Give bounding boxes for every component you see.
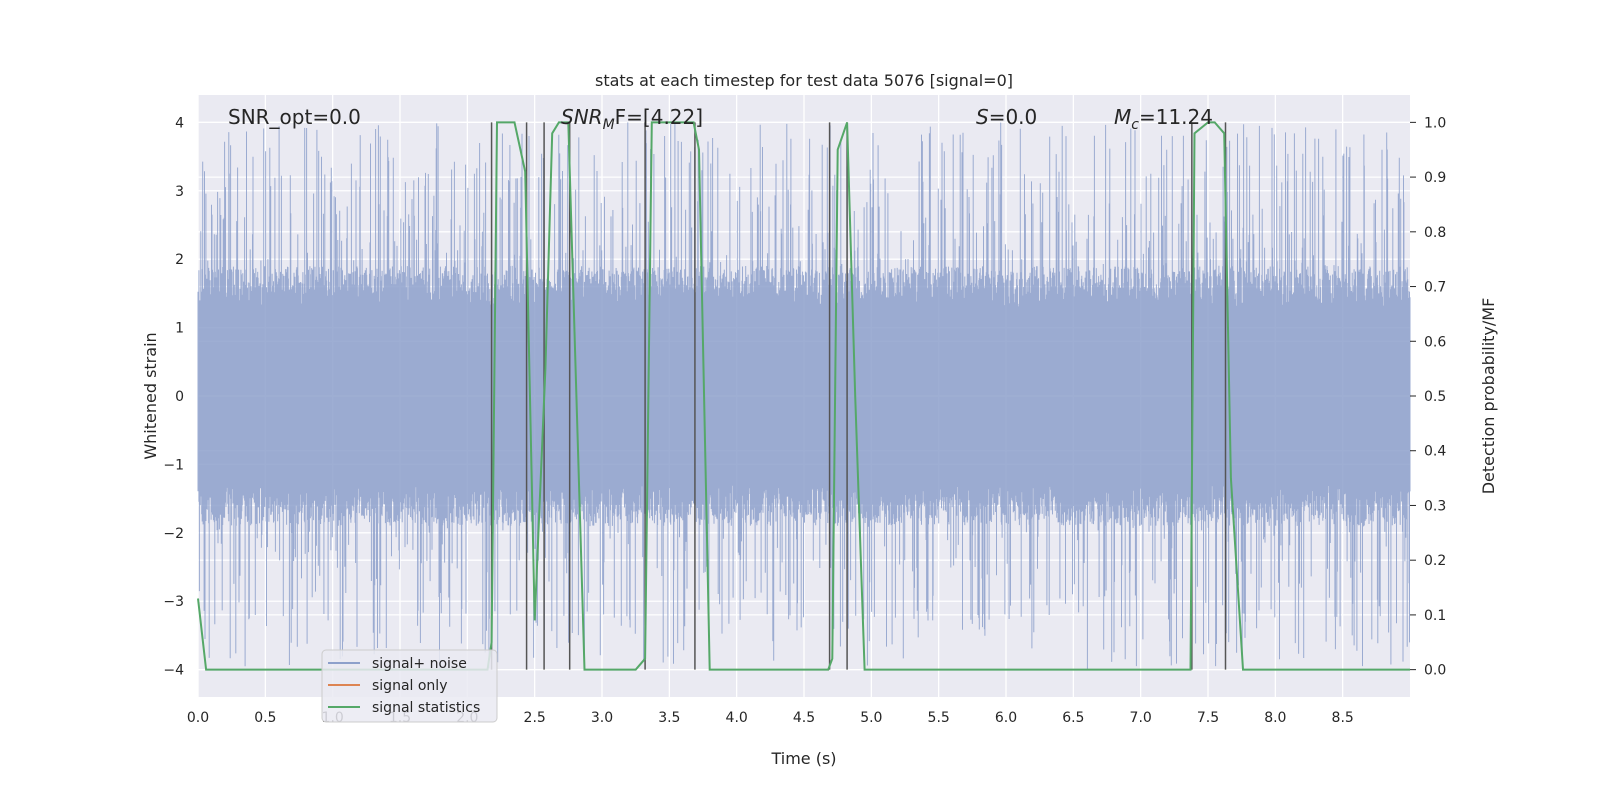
y-tick-label-1: 3 bbox=[175, 184, 184, 200]
annotation-snr-mf-rest: F=[4.22] bbox=[615, 105, 703, 129]
annotation-snr-opt: SNR_opt=0.0 bbox=[228, 105, 361, 129]
x-tick-label-16: 8.0 bbox=[1264, 710, 1286, 726]
legend-box bbox=[321, 649, 498, 723]
x-tick-label-1: 0.5 bbox=[254, 710, 276, 726]
x-axis-label: Time (s) bbox=[770, 749, 836, 768]
y-tick-label-2: 2 bbox=[175, 252, 184, 268]
legend-label-signal-only: signal only bbox=[372, 678, 447, 694]
x-tick-label-9: 4.5 bbox=[793, 710, 815, 726]
y2-tick-label-7: 0.3 bbox=[1424, 498, 1446, 514]
y2-tick-label-2: 0.8 bbox=[1424, 225, 1446, 241]
y2-tick-label-5: 0.5 bbox=[1424, 389, 1446, 405]
x-tick-label-7: 3.5 bbox=[658, 710, 680, 726]
y2-tick-labels: 1.0 0.9 0.8 0.7 0.6 0.5 0.4 0.3 0.2 0.1 0.0 bbox=[1410, 115, 1446, 679]
y2-tick-label-10: 0.0 bbox=[1424, 663, 1446, 679]
y-tick-label-4: 0 bbox=[175, 389, 184, 405]
legend-label-signal-noise: signal+ noise bbox=[372, 656, 467, 672]
signal-noise-trace bbox=[197, 122, 1411, 670]
legend: signal+ noise signal only signal statist… bbox=[321, 649, 498, 723]
annotation-mc-main: M bbox=[1114, 105, 1131, 129]
signal-statistics-line bbox=[197, 121, 1410, 671]
y2-tick-label-3: 0.7 bbox=[1424, 280, 1446, 296]
x-tick-label-12: 6.0 bbox=[995, 710, 1017, 726]
x-tick-label-13: 6.5 bbox=[1062, 710, 1084, 726]
y-axis-label: Whitened strain bbox=[141, 332, 160, 459]
x-tick-label-17: 8.5 bbox=[1332, 710, 1354, 726]
legend-label-signal-statistics: signal statistics bbox=[372, 700, 480, 716]
x-tick-label-10: 5.0 bbox=[860, 710, 882, 726]
annotation-snr-mf-sub: M bbox=[603, 117, 615, 133]
annotation-s-rest: =0.0 bbox=[989, 105, 1038, 129]
signal-noise-series bbox=[197, 122, 1411, 670]
x-tick-label-11: 5.5 bbox=[928, 710, 950, 726]
y2-tick-label-1: 0.9 bbox=[1424, 170, 1446, 186]
chart-title: stats at each timestep for test data 507… bbox=[595, 71, 1013, 90]
x-tick-label-0: 0.0 bbox=[187, 710, 209, 726]
x-tick-label-6: 3.0 bbox=[591, 710, 613, 726]
annotation-snr-mf: SNRMF=[4.22] bbox=[561, 105, 703, 133]
annotation-mc-rest: =11.24 bbox=[1139, 105, 1213, 129]
y2-tick-label-8: 0.2 bbox=[1424, 553, 1446, 569]
x-tick-label-15: 7.5 bbox=[1197, 710, 1219, 726]
y-tick-labels: 4 3 2 1 0 −1 −2 −3 −4 bbox=[163, 115, 184, 678]
x-tick-label-14: 7.0 bbox=[1130, 710, 1152, 726]
y-tick-label-0: 4 bbox=[175, 115, 184, 131]
y-tick-label-5: −1 bbox=[163, 457, 184, 473]
annotation-snr-mf-main: SNR bbox=[561, 105, 603, 129]
annotation-s: S=0.0 bbox=[976, 105, 1037, 129]
y2-tick-label-0: 1.0 bbox=[1424, 115, 1446, 131]
annotation-s-main: S bbox=[976, 105, 989, 129]
y-tick-label-7: −3 bbox=[163, 594, 184, 610]
y2-tick-label-4: 0.6 bbox=[1424, 334, 1446, 350]
annotation-mc-sub: c bbox=[1131, 117, 1139, 133]
y-tick-label-6: −2 bbox=[163, 526, 184, 542]
x-tick-label-5: 2.5 bbox=[524, 710, 546, 726]
annotation-mc: Mc=11.24 bbox=[1114, 105, 1213, 133]
y-tick-label-8: −4 bbox=[163, 663, 184, 679]
y2-axis-label: Detection probability/MF bbox=[1479, 298, 1498, 495]
y-tick-label-3: 1 bbox=[175, 321, 184, 337]
y2-tick-label-6: 0.4 bbox=[1424, 444, 1446, 460]
x-tick-label-8: 4.0 bbox=[726, 710, 748, 726]
y2-tick-label-9: 0.1 bbox=[1424, 608, 1446, 624]
